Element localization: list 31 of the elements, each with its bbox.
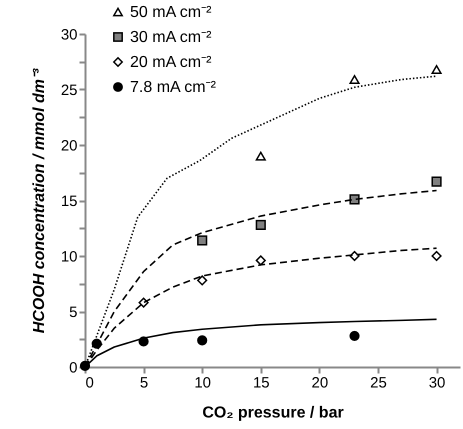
y-tick-label: 10 [60,248,78,266]
point [197,275,208,286]
point [256,152,266,161]
x-tick-label: 10 [194,374,212,392]
point [256,255,266,266]
y-tick-label: 5 [69,304,78,321]
point [349,330,360,341]
point [431,250,442,262]
y-tick-label: 0 [69,360,78,376]
point [256,220,266,230]
point [197,335,208,346]
point [197,235,208,246]
y-tick-label: 25 [60,82,78,99]
x-tick-label: 15 [252,374,270,392]
legend-label: 50 mA cm⁻² [130,4,212,21]
point [431,65,442,74]
x-axis-title: CO₂ pressure / bar [202,404,344,422]
y-tick-label: 20 [60,138,78,154]
point [349,75,360,84]
x-tick-label: 30 [428,374,446,392]
y-tick-label: 15 [60,193,78,210]
x-tick-label: 5 [140,374,148,392]
legend-label: 20 mA cm⁻² [130,54,212,71]
point [431,176,442,187]
x-tick-label: 20 [312,374,328,392]
x-tick-label: 0 [86,374,94,392]
legend-label: 7.8 mA cm⁻² [130,79,217,96]
legend-label: 30 mA cm⁻² [130,29,212,46]
x-tick-label: 25 [370,374,387,392]
y-tick-label: 30 [60,26,78,44]
y-axis-title: HCOOH concentration / mmol dm⁻³ [30,68,48,334]
